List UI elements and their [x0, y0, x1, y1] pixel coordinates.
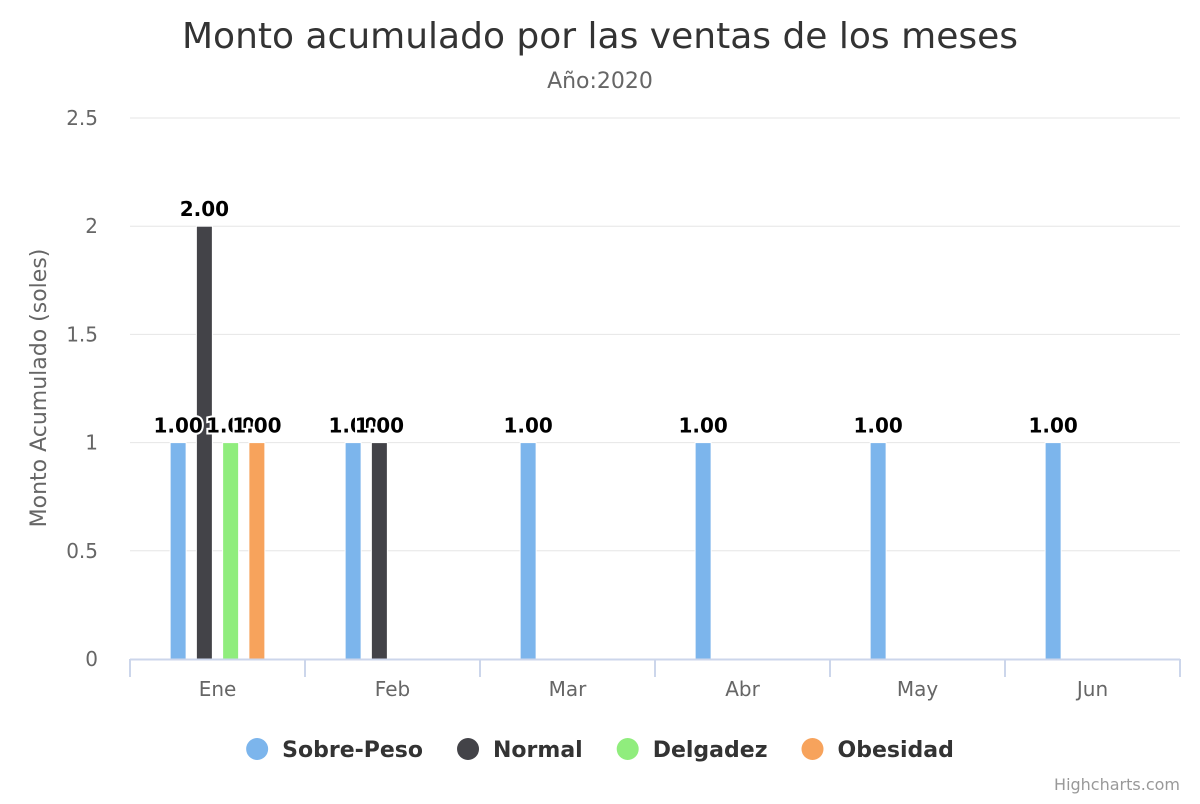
- legend-item-delgadez[interactable]: Delgadez: [616, 738, 768, 763]
- data-label: 1.00: [355, 414, 404, 438]
- chart-subtitle: Año:2020: [547, 69, 653, 94]
- data-label: 1.00: [206, 414, 255, 438]
- x-axis: Ene Feb Mar Abr May Jun: [129, 658, 1181, 701]
- credits-link[interactable]: Highcharts.com: [1054, 775, 1180, 794]
- data-labels: 1.00 1.00 1.00 1.00 1.00 1.002.001.001.001.00: [151, 195, 1079, 439]
- legend-label: Delgadez: [653, 738, 768, 763]
- legend-label: Sobre-Peso: [282, 738, 423, 763]
- bar-sobre-peso-jun[interactable]: [1044, 442, 1062, 660]
- y-axis-label: Monto Acumulado (soles): [27, 249, 52, 528]
- legend-marker: [457, 738, 480, 760]
- x-tick-label: Feb: [375, 677, 410, 701]
- bar-normal-feb[interactable]: [370, 442, 388, 660]
- legend-label: Obesidad: [838, 738, 954, 763]
- chart-title: Monto acumulado por las ventas de los me…: [182, 16, 1018, 57]
- bar-normal-ene[interactable]: [195, 225, 213, 660]
- x-tick-label: May: [897, 677, 939, 701]
- legend-marker: [246, 738, 269, 760]
- x-tick-label: Abr: [725, 677, 760, 701]
- bar-obesidad-ene[interactable]: [248, 442, 266, 660]
- bar-sobre-peso-feb[interactable]: [344, 442, 362, 660]
- bar-sobre-peso-mar[interactable]: [519, 442, 537, 660]
- legend-marker: [616, 738, 639, 760]
- y-tick-label: 0.5: [66, 539, 98, 563]
- legend-label: Normal: [493, 738, 583, 763]
- data-label: 1.00: [678, 414, 727, 438]
- legend-marker: [801, 738, 824, 760]
- legend-item-normal[interactable]: Normal: [457, 738, 583, 763]
- y-tick-label: 2: [85, 214, 98, 238]
- legend: Sobre-Peso Normal Delgadez Obesidad: [246, 738, 954, 763]
- data-label: 1.00: [153, 414, 202, 438]
- data-label: 1.00: [503, 414, 552, 438]
- bar-sobre-peso-ene[interactable]: [169, 442, 187, 660]
- data-label: 1.00: [232, 414, 281, 438]
- bar-sobre-peso-may[interactable]: [869, 442, 887, 660]
- y-tick-label: 0: [85, 647, 98, 671]
- legend-item-obesidad[interactable]: Obesidad: [801, 738, 954, 763]
- x-tick-label: Ene: [199, 677, 237, 701]
- y-tick-label: 2.5: [66, 106, 98, 130]
- bar-sobre-peso-abr[interactable]: [694, 442, 712, 660]
- data-label: 1.00: [1028, 414, 1077, 438]
- data-label: 1.00: [328, 414, 377, 438]
- legend-item-sobre-peso[interactable]: Sobre-Peso: [246, 738, 423, 763]
- data-label: 1.00: [853, 414, 902, 438]
- x-tick-label: Mar: [549, 677, 588, 701]
- y-tick-label: 1: [85, 431, 98, 455]
- y-tick-label: 1.5: [66, 322, 98, 346]
- data-label: 2.00: [180, 197, 229, 221]
- y-axis-ticks: 0 0.5 1 1.5 2 2.5: [66, 106, 98, 671]
- bar-delgadez-ene[interactable]: [222, 442, 240, 660]
- x-tick-label: Jun: [1075, 677, 1108, 701]
- grid-lines: [130, 117, 1180, 552]
